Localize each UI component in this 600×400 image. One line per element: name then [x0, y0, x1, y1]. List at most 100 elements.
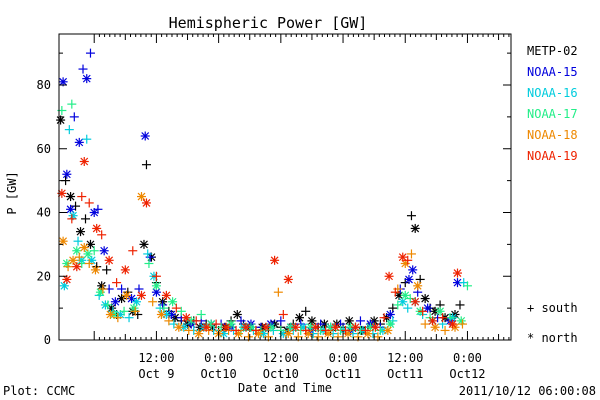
south-point: [405, 294, 415, 304]
south-point: [390, 287, 400, 297]
north-point: [174, 322, 184, 332]
north-point: [58, 236, 68, 246]
north-point: [161, 290, 171, 300]
south-point: [67, 99, 77, 109]
north-point: [194, 329, 204, 339]
chart-title: Hemispheric Power [GW]: [169, 14, 368, 32]
x-tick-label-date: Oct11: [387, 367, 423, 381]
y-axis: 0 20 40 60 80: [37, 52, 511, 347]
north-point: [82, 74, 92, 84]
north-point: [76, 227, 86, 237]
north-point: [156, 310, 166, 319]
south-point: [148, 297, 158, 307]
south-point: [73, 236, 83, 246]
north-point: [370, 322, 380, 332]
north-point: [456, 316, 466, 326]
north-point: [120, 265, 130, 275]
x-tick-label-time: 12:00: [387, 351, 423, 365]
x-tick-label-time: 12:00: [263, 351, 299, 365]
x-tick-label-date: Oct10: [263, 367, 299, 381]
x-tick-label-time: 0:00: [204, 351, 233, 365]
x-axis-label: Date and Time: [238, 381, 332, 395]
south-point: [360, 325, 370, 335]
south-point: [113, 313, 123, 323]
north-point: [283, 274, 293, 284]
south-point: [355, 316, 365, 326]
south-point: [119, 306, 129, 316]
south-point: [89, 246, 99, 256]
legend-entry: NOAA-15: [527, 65, 578, 79]
north-point: [92, 223, 102, 233]
y-tick-label: 20: [37, 269, 51, 283]
south-point: [97, 230, 107, 240]
north-point: [383, 325, 393, 335]
south-point: [128, 246, 138, 256]
north-point: [201, 322, 211, 332]
south-point: [143, 249, 153, 259]
north-point: [428, 316, 438, 326]
north-point: [283, 329, 293, 339]
north-point: [66, 192, 76, 202]
legend-entry: NOAA-18: [527, 128, 578, 142]
north-point: [350, 322, 360, 332]
south-point: [69, 112, 79, 122]
y-tick-label: 0: [44, 333, 51, 347]
north-point: [413, 281, 423, 291]
plot-frame: [58, 33, 512, 341]
south-point: [78, 64, 88, 74]
north-point: [410, 297, 420, 307]
south-point: [134, 284, 144, 294]
legend: METP-02 NOAA-15 NOAA-16 NOAA-17 NOAA-18 NOAA-…: [527, 44, 578, 163]
north-point: [404, 274, 414, 284]
north-point: [127, 294, 137, 304]
north-point: [331, 322, 341, 332]
legend-entry: METP-02: [527, 44, 578, 58]
north-point: [261, 322, 271, 332]
north-point: [136, 290, 146, 300]
south-point: [117, 284, 127, 294]
north-point: [344, 316, 354, 326]
north-point: [420, 294, 430, 304]
north-point: [398, 252, 408, 262]
south-point: [151, 271, 161, 281]
south-point: [74, 252, 84, 262]
north-point: [294, 313, 304, 323]
south-point: [82, 134, 92, 144]
x-tick-label-date: Oct11: [325, 367, 361, 381]
y-tick-label: 40: [37, 206, 51, 220]
south-point: [176, 306, 186, 316]
south-point: [112, 278, 122, 288]
north-point: [384, 271, 394, 281]
north-point: [62, 169, 72, 179]
north-point: [430, 322, 440, 332]
south-point: [415, 274, 425, 284]
marker-legend-entry: + south: [527, 301, 578, 315]
south-point: [406, 211, 416, 221]
south-point: [457, 319, 467, 329]
north-point: [311, 322, 321, 332]
north-point: [221, 322, 231, 332]
south-point: [301, 306, 311, 316]
south-point: [63, 262, 73, 272]
south-point: [393, 300, 403, 310]
x-tick-label-date: Oct12: [449, 367, 485, 381]
south-point: [98, 284, 108, 294]
north-point: [74, 137, 84, 147]
south-point: [84, 259, 94, 268]
south-point: [141, 160, 151, 170]
data-points: [56, 48, 472, 342]
south-point: [420, 319, 430, 329]
south-point: [403, 303, 413, 313]
south-point: [403, 255, 413, 265]
x-axis: 12:00 Oct 9 0:00 Oct10 12:00 Oct10 0:00 Oct11 12…: [93, 34, 510, 381]
x-tick-label-time: 12:00: [138, 351, 174, 365]
north-point: [270, 255, 280, 265]
south-point: [276, 316, 286, 326]
south-point: [144, 259, 154, 268]
north-point: [291, 322, 301, 332]
south-point: [84, 198, 94, 208]
north-point: [423, 303, 433, 313]
y-tick-label: 80: [37, 78, 51, 92]
south-point: [71, 201, 81, 211]
